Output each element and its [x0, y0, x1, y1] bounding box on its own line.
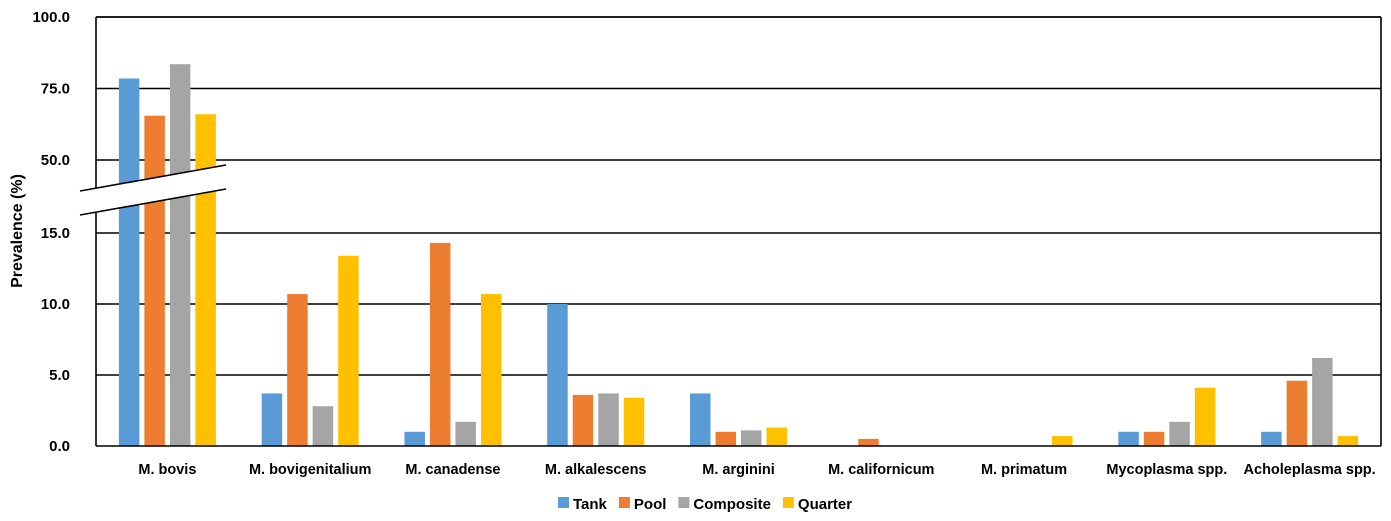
- y-tick-label: 100.0: [32, 9, 70, 26]
- bar-pool: [572, 394, 594, 446]
- x-tick-label: M. alkalescens: [545, 462, 647, 478]
- bar-tank: [118, 78, 140, 447]
- bar-pool: [715, 431, 736, 446]
- bar-quarter: [480, 294, 502, 446]
- legend-swatch-quarter: [782, 497, 794, 508]
- x-tick-label: Mycoplasma spp.: [1106, 462, 1227, 478]
- bar-quarter: [766, 427, 787, 446]
- bar-pool: [1286, 380, 1308, 446]
- bar-pool: [287, 294, 308, 446]
- y-tick-label: 15.0: [41, 225, 70, 242]
- y-tick-label: 75.0: [41, 81, 70, 98]
- bar-tank: [547, 304, 568, 446]
- y-tick-labels: 0.0 5.0 10.0 15.0 50.0 75.0 100.0: [32, 9, 70, 455]
- bar-pool: [429, 242, 451, 446]
- bar-composite: [1169, 421, 1190, 446]
- bar-composite: [1312, 357, 1333, 446]
- x-tick-labels: M. bovis M. bovigenitalium M. canadense M. …: [138, 462, 1375, 478]
- legend-label: Composite: [693, 496, 771, 513]
- y-axis-title: Prevalence (%): [9, 174, 26, 288]
- x-tick-label: M. canadense: [405, 462, 500, 478]
- bar-composite: [455, 421, 476, 446]
- x-tick-label: M. bovigenitalium: [249, 462, 371, 478]
- bar-tank: [1261, 431, 1282, 446]
- bar-pool: [858, 438, 879, 446]
- bar-composite: [312, 406, 334, 446]
- y-tick-label: 0.0: [49, 438, 70, 455]
- axis-break-line: [79, 164, 227, 192]
- legend-label: Quarter: [798, 496, 852, 513]
- axis-break-line: [79, 188, 227, 216]
- bar-pool: [144, 115, 165, 447]
- y-tick-label: 5.0: [49, 367, 70, 384]
- bar-tank: [404, 431, 425, 446]
- legend-swatch-pool: [618, 497, 630, 508]
- legend: Tank Pool Composite Quarter: [558, 496, 852, 513]
- bar-pool: [1143, 431, 1165, 446]
- bar-composite: [741, 430, 762, 446]
- bar-quarter: [1052, 436, 1073, 446]
- bar-tank: [690, 393, 711, 446]
- bar-tank: [261, 393, 283, 446]
- bars: [118, 64, 1359, 447]
- legend-label: Pool: [634, 496, 667, 513]
- x-tick-label: M. primatum: [981, 462, 1067, 478]
- bar-quarter: [195, 114, 216, 447]
- bar-composite: [169, 64, 191, 446]
- axis-break: [79, 164, 227, 216]
- bar-tank: [1118, 431, 1139, 446]
- bar-composite: [598, 393, 619, 446]
- bar-quarter: [623, 397, 645, 446]
- x-tick-label: M. californicum: [828, 462, 934, 478]
- legend-swatch-tank: [558, 497, 569, 508]
- x-tick-label: M. arginini: [702, 462, 775, 478]
- x-tick-label: Acholeplasma spp.: [1244, 462, 1376, 478]
- bar-quarter: [1194, 387, 1216, 446]
- legend-swatch-composite: [678, 497, 690, 508]
- y-tick-label: 10.0: [41, 296, 70, 313]
- axes: [95, 16, 1382, 447]
- axis-break-band: [80, 165, 226, 215]
- x-tick-label: M. bovis: [138, 462, 196, 478]
- bar-quarter: [1337, 436, 1359, 446]
- y-tick-label: 50.0: [41, 152, 70, 169]
- legend-label: Tank: [573, 496, 608, 513]
- bar-quarter: [338, 255, 359, 446]
